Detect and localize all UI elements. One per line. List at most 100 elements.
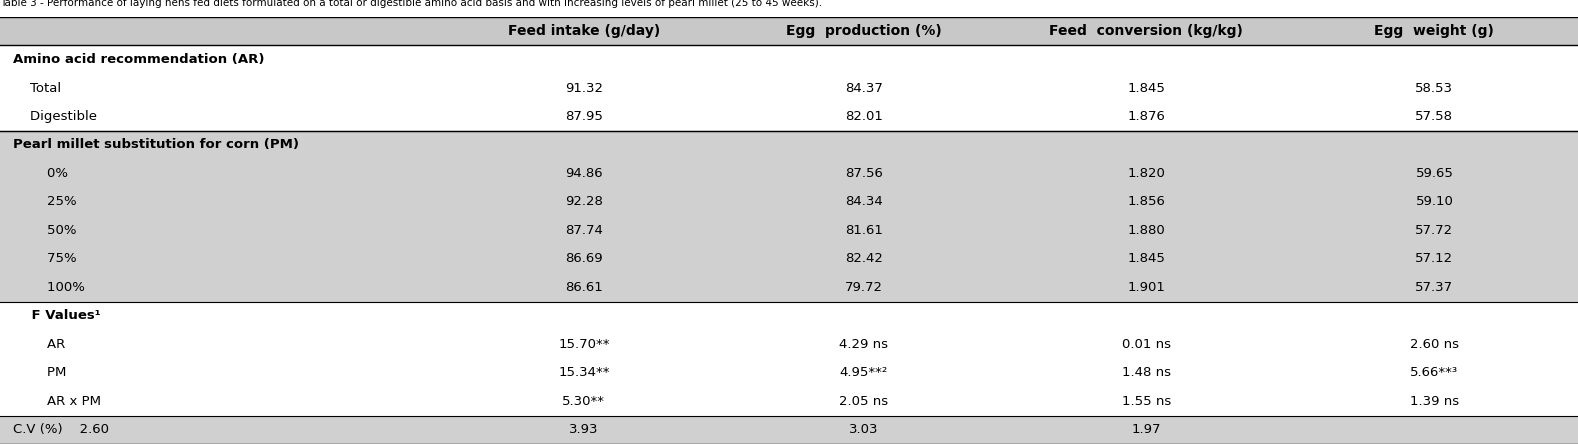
Bar	[0, 245, 442, 273]
Bar	[0, 301, 442, 330]
Bar	[0, 216, 442, 245]
Text: 57.58: 57.58	[1415, 110, 1453, 123]
Bar	[442, 102, 726, 131]
Bar	[1291, 273, 1578, 301]
Bar	[726, 387, 1002, 416]
Text: 57.12: 57.12	[1415, 252, 1453, 266]
Bar	[1002, 273, 1291, 301]
Bar	[726, 245, 1002, 273]
Bar	[1002, 359, 1291, 387]
Bar	[1291, 131, 1578, 159]
Bar	[726, 301, 1002, 330]
Text: F Values¹: F Values¹	[13, 309, 101, 322]
Bar	[726, 273, 1002, 301]
Bar	[0, 17, 442, 45]
Bar	[1291, 188, 1578, 216]
Text: 5.30**: 5.30**	[562, 395, 606, 408]
Text: Pearl millet substitution for corn (PM): Pearl millet substitution for corn (PM)	[13, 139, 298, 151]
Text: 91.32: 91.32	[565, 82, 603, 95]
Text: 1.97: 1.97	[1131, 423, 1161, 436]
Text: Egg  production (%): Egg production (%)	[786, 24, 942, 38]
Bar	[0, 416, 442, 444]
Bar	[1002, 188, 1291, 216]
Bar	[1002, 159, 1291, 188]
Bar	[0, 102, 442, 131]
Bar	[442, 416, 726, 444]
Bar	[1291, 330, 1578, 359]
Text: 87.56: 87.56	[844, 167, 884, 180]
Text: 1.901: 1.901	[1127, 281, 1166, 294]
Bar	[442, 159, 726, 188]
Text: 1.845: 1.845	[1127, 252, 1166, 266]
Text: 100%: 100%	[13, 281, 85, 294]
Bar	[1002, 301, 1291, 330]
Bar	[442, 45, 726, 74]
Text: 87.74: 87.74	[565, 224, 603, 237]
Bar	[442, 359, 726, 387]
Text: 84.37: 84.37	[844, 82, 884, 95]
Text: 1.876: 1.876	[1127, 110, 1166, 123]
Bar	[0, 131, 442, 159]
Bar	[1002, 17, 1291, 45]
Bar	[1002, 387, 1291, 416]
Text: 87.95: 87.95	[565, 110, 603, 123]
Bar	[726, 216, 1002, 245]
Bar	[1002, 74, 1291, 102]
Bar	[442, 273, 726, 301]
Text: 79.72: 79.72	[844, 281, 884, 294]
Text: 3.93: 3.93	[570, 423, 598, 436]
Text: C.V (%)    2.60: C.V (%) 2.60	[13, 423, 109, 436]
Bar	[726, 74, 1002, 102]
Text: 1.845: 1.845	[1127, 82, 1166, 95]
Text: 82.01: 82.01	[844, 110, 884, 123]
Bar	[0, 188, 442, 216]
Text: 82.42: 82.42	[844, 252, 884, 266]
Bar	[1291, 359, 1578, 387]
Bar	[726, 159, 1002, 188]
Bar	[726, 45, 1002, 74]
Bar	[726, 188, 1002, 216]
Bar	[1002, 330, 1291, 359]
Bar	[1291, 301, 1578, 330]
Bar	[442, 387, 726, 416]
Bar	[0, 387, 442, 416]
Text: 25%: 25%	[13, 195, 76, 208]
Bar	[0, 159, 442, 188]
Text: 15.70**: 15.70**	[559, 338, 609, 351]
Text: 86.61: 86.61	[565, 281, 603, 294]
Text: 1.48 ns: 1.48 ns	[1122, 366, 1171, 379]
Bar	[1291, 416, 1578, 444]
Bar	[726, 416, 1002, 444]
Bar	[1291, 387, 1578, 416]
Text: AR: AR	[13, 338, 65, 351]
Text: 86.69: 86.69	[565, 252, 603, 266]
Bar	[1002, 216, 1291, 245]
Text: 57.72: 57.72	[1415, 224, 1453, 237]
Text: 92.28: 92.28	[565, 195, 603, 208]
Text: Digestible: Digestible	[13, 110, 96, 123]
Text: 50%: 50%	[13, 224, 76, 237]
Bar	[442, 330, 726, 359]
Text: AR x PM: AR x PM	[13, 395, 101, 408]
Text: 2.60 ns: 2.60 ns	[1409, 338, 1460, 351]
Bar	[726, 359, 1002, 387]
Bar	[726, 102, 1002, 131]
Text: 58.53: 58.53	[1415, 82, 1453, 95]
Bar	[442, 17, 726, 45]
Text: 4.29 ns: 4.29 ns	[839, 338, 888, 351]
Bar	[442, 131, 726, 159]
Text: 75%: 75%	[13, 252, 76, 266]
Text: 0.01 ns: 0.01 ns	[1122, 338, 1171, 351]
Bar	[1002, 131, 1291, 159]
Bar	[1291, 159, 1578, 188]
Bar	[726, 17, 1002, 45]
Text: Feed intake (g/day): Feed intake (g/day)	[508, 24, 660, 38]
Text: 57.37: 57.37	[1415, 281, 1453, 294]
Bar	[0, 359, 442, 387]
Bar	[442, 245, 726, 273]
Bar	[726, 131, 1002, 159]
Text: 59.65: 59.65	[1415, 167, 1453, 180]
Bar	[0, 273, 442, 301]
Text: 5.66**³: 5.66**³	[1411, 366, 1458, 379]
Text: 1.880: 1.880	[1128, 224, 1165, 237]
